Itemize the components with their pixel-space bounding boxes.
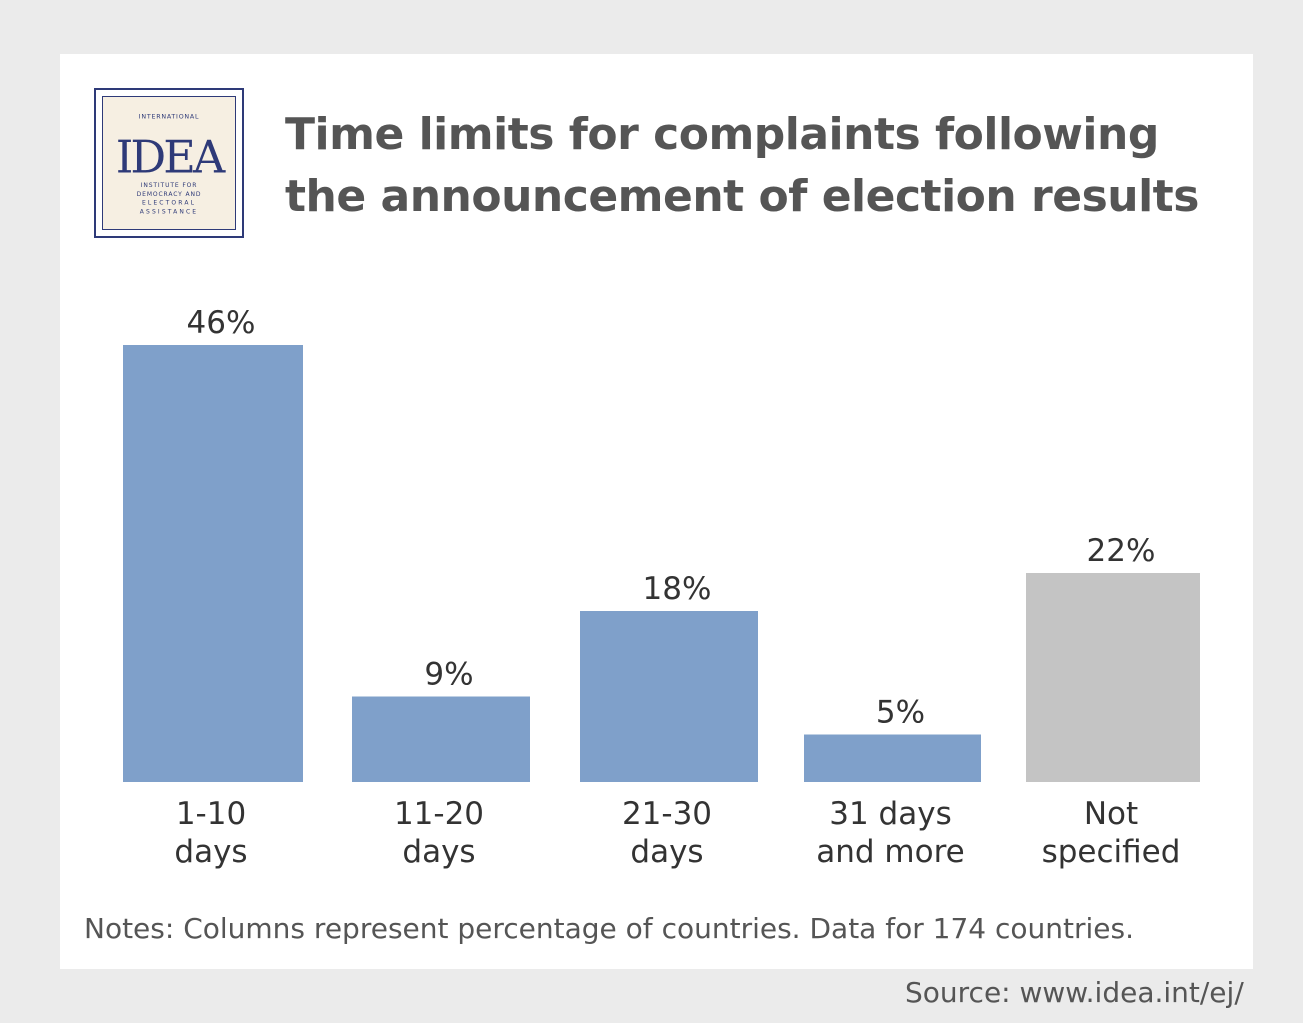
svg-text:ASSISTANCE: ASSISTANCE	[140, 208, 198, 215]
svg-text:ELECTORAL: ELECTORAL	[142, 200, 196, 207]
bar	[1026, 573, 1200, 782]
chart-notes: Notes: Columns represent percentage of c…	[84, 912, 1134, 945]
bar	[352, 696, 530, 782]
chart-source: Source: www.idea.int/ej/	[905, 976, 1244, 1009]
bar	[580, 611, 758, 782]
chart-title: Time limits for complaints following the…	[285, 104, 1225, 228]
category-tick-label: and more	[816, 834, 964, 870]
bar-value-label: 5%	[876, 695, 925, 731]
category-tick-label: 31 days	[829, 796, 951, 832]
category-tick-label: days	[174, 834, 247, 870]
category-tick-label: specified	[1042, 834, 1181, 870]
title-line: the announcement of election results	[285, 171, 1199, 222]
logo-inner-frame: INTERNATIONAL IDEA INSTITUTE FOR DEMOCRA…	[102, 96, 236, 230]
bar	[123, 345, 303, 782]
bar-value-label: 9%	[424, 657, 473, 693]
category-tick-label: 1-10	[176, 796, 246, 832]
category-tick-label: 21-30	[622, 796, 712, 832]
category-tick-label: days	[402, 834, 475, 870]
svg-text:INSTITUTE FOR: INSTITUTE FOR	[141, 182, 198, 189]
title-line: Time limits for complaints following	[285, 109, 1159, 160]
svg-text:DEMOCRACY AND: DEMOCRACY AND	[137, 191, 202, 198]
category-tick-label: 11-20	[394, 796, 484, 832]
logo-mark: INTERNATIONAL IDEA INSTITUTE FOR DEMOCRA…	[116, 113, 229, 215]
bar-value-label: 18%	[643, 571, 712, 607]
svg-text:INTERNATIONAL: INTERNATIONAL	[139, 113, 200, 120]
idea-logo: INTERNATIONAL IDEA INSTITUTE FOR DEMOCRA…	[94, 88, 244, 238]
category-tick-label: Not	[1084, 796, 1138, 832]
svg-text:IDEA: IDEA	[116, 132, 226, 184]
bar-value-label: 46%	[187, 305, 256, 341]
bar	[804, 734, 981, 782]
bar-value-label: 22%	[1087, 533, 1156, 569]
category-tick-label: days	[630, 834, 703, 870]
